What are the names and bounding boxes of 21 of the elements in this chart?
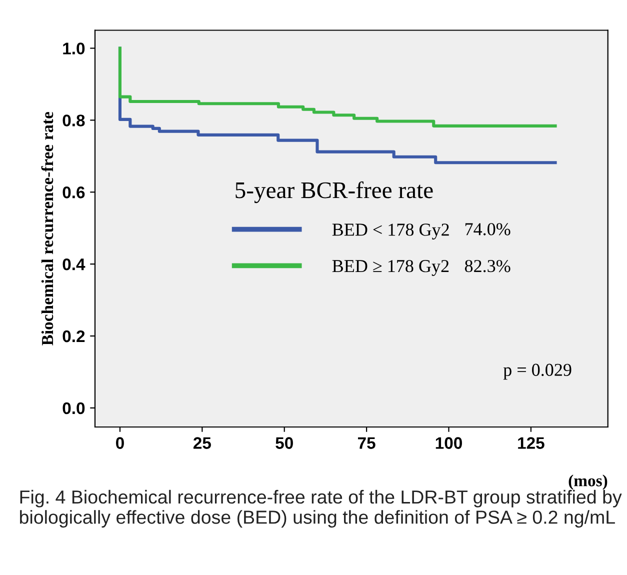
y-axis-title: Biochemical recurrence-free rate (41, 112, 54, 346)
y-tick-label: 1.0 (63, 42, 85, 54)
y-tick-label: 0.6 (62, 186, 85, 198)
x-tick-label: 50 (276, 437, 293, 449)
y-tick-label: 0.2 (62, 330, 85, 342)
legend-label: BED ≥ 178 Gy2 (332, 260, 449, 276)
legend-label: BED < 178 Gy2 (332, 224, 449, 240)
x-tick-label: 75 (358, 437, 376, 449)
x-tick-label: 100 (436, 437, 462, 449)
annotation: 74.0% (465, 223, 510, 236)
annotation: 82.3% (464, 260, 510, 272)
x-tick-label: 125 (518, 437, 544, 449)
x-tick-label: 25 (193, 437, 211, 449)
legend-title: 5-year BCR-free rate (236, 181, 433, 204)
caption: Fig. 4 Biochemical recurrence-free rate of the LDR-BT group stratified by biologically effective dose (BED) using the definition of PSA ≥ 0.2 ng/mL (20, 490, 622, 528)
annotation: p = 0.029 (503, 364, 572, 380)
x-axis-title: (mos) (568, 474, 608, 490)
y-tick-label: 0.0 (62, 402, 85, 414)
y-tick-label: 0.8 (62, 114, 85, 126)
y-tick-label: 0.4 (62, 258, 86, 270)
x-tick-label: 0 (116, 437, 124, 449)
